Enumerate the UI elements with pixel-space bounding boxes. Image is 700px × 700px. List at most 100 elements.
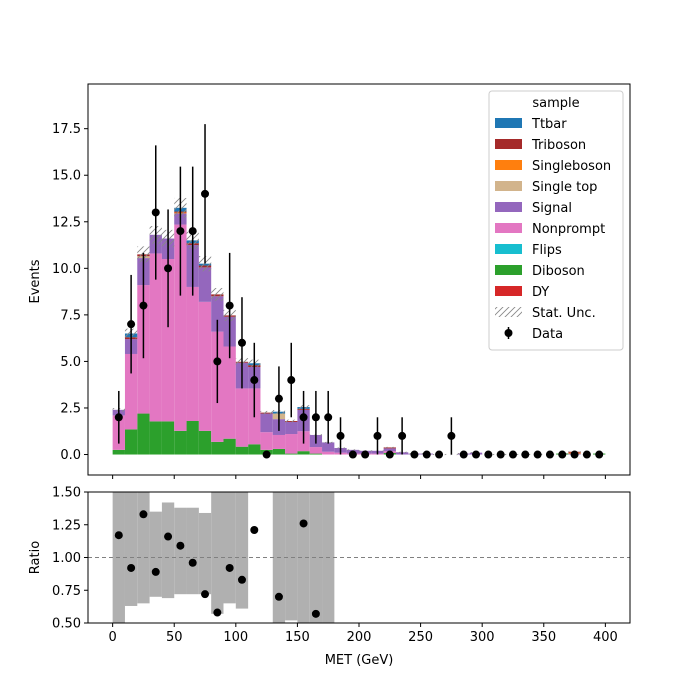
bar-diboson-bin-5 bbox=[174, 430, 187, 455]
legend-triboson-swatch bbox=[495, 139, 522, 149]
data-point-24 bbox=[410, 450, 419, 459]
main-ytick-label-6: 15.0 bbox=[52, 169, 81, 184]
bar-diboson-bin-10 bbox=[235, 446, 249, 455]
legend-ttbar-swatch bbox=[495, 118, 522, 128]
data-point-31 bbox=[496, 450, 505, 459]
data-point-34 bbox=[533, 450, 542, 459]
main-ytick-label-4: 10.0 bbox=[52, 262, 81, 277]
bar-diboson-bin-14 bbox=[285, 453, 298, 455]
ratio-point-9 bbox=[225, 563, 234, 572]
data-point-21 bbox=[373, 431, 382, 440]
stat-unc-bin-8 bbox=[211, 287, 224, 301]
bar-nonprompt-bin-16 bbox=[309, 447, 323, 454]
bar-diboson-bin-3 bbox=[149, 421, 162, 455]
data-point-30 bbox=[484, 450, 493, 459]
ratio-ytick-label-1: 0.75 bbox=[52, 584, 81, 599]
ratio-point-13 bbox=[299, 519, 308, 528]
bar-nonprompt-bin-6 bbox=[186, 286, 199, 422]
ratio-band-bin-2 bbox=[137, 492, 150, 604]
data-point-9 bbox=[225, 301, 234, 310]
ratio-xtick-label-1: 50 bbox=[166, 630, 183, 645]
legend-signal-swatch bbox=[495, 202, 522, 212]
legend-singleboson-swatch bbox=[495, 160, 522, 170]
legend-flips-label: Flips bbox=[532, 243, 562, 258]
legend-box bbox=[488, 90, 624, 351]
ratio-point-14 bbox=[311, 609, 320, 618]
legend-dy-swatch bbox=[495, 286, 522, 296]
ratio-point-12 bbox=[274, 592, 283, 601]
data-point-4 bbox=[164, 264, 173, 273]
ratio-band-bin-5 bbox=[174, 507, 187, 595]
stat-unc-bin-19 bbox=[346, 449, 359, 451]
bar-diboson-bin-9 bbox=[223, 438, 236, 455]
bar-diboson-bin-13 bbox=[272, 448, 286, 455]
data-point-3 bbox=[151, 208, 160, 217]
main-panel: 0.0 2.5 5.0 7.5 10.0 12.5 15.0 17.5 Events samp… bbox=[28, 83, 631, 479]
ratio-band-bin-10 bbox=[235, 492, 249, 609]
data-point-27 bbox=[447, 431, 456, 440]
stat-unc-bin-12 bbox=[260, 410, 273, 415]
legend-stat-unc-swatch bbox=[495, 307, 522, 317]
main-ytick-label-1: 2.5 bbox=[60, 401, 81, 416]
ratio-point-7 bbox=[201, 590, 210, 599]
ratio-y-ticks: 0.50 0.75 1.00 1.25 1.50 bbox=[52, 486, 88, 632]
legend-diboson-swatch bbox=[495, 265, 522, 275]
legend-ttbar-label: Ttbar bbox=[531, 117, 567, 132]
ratio-ytick-label-0: 0.50 bbox=[52, 617, 81, 632]
ratio-point-1 bbox=[127, 563, 136, 572]
data-point-38 bbox=[582, 450, 591, 459]
data-point-6 bbox=[188, 227, 197, 236]
ratio-x-ticks: 0 50 100 150 200 250 300 350 400 bbox=[108, 623, 618, 645]
ratio-point-0 bbox=[114, 531, 123, 540]
main-ytick-label-2: 5.0 bbox=[60, 355, 81, 370]
data-point-19 bbox=[348, 450, 357, 459]
bar-signal-bin-14 bbox=[285, 421, 298, 435]
ratio-band-bin-7 bbox=[198, 512, 212, 595]
data-point-36 bbox=[558, 450, 567, 459]
data-point-11 bbox=[250, 376, 259, 385]
legend-data-label: Data bbox=[532, 327, 563, 342]
bar-diboson-bin-15 bbox=[297, 451, 310, 455]
bar-nonprompt-bin-10 bbox=[235, 388, 249, 447]
ratio-band-bin-8 bbox=[211, 492, 224, 614]
data-point-1 bbox=[127, 320, 136, 329]
data-point-26 bbox=[435, 450, 444, 459]
data-point-8 bbox=[213, 357, 222, 366]
main-ytick-label-5: 12.5 bbox=[52, 215, 81, 230]
bar-signal-bin-22 bbox=[383, 448, 396, 452]
data-point-5 bbox=[176, 227, 185, 236]
data-point-35 bbox=[545, 450, 554, 459]
ratio-points bbox=[114, 510, 320, 618]
bar-diboson-bin-7 bbox=[198, 430, 212, 455]
bar-nonprompt-bin-7 bbox=[198, 301, 212, 431]
ratio-band-bin-12 bbox=[285, 492, 298, 621]
bar-diboson-bin-6 bbox=[186, 421, 199, 455]
bar-nonprompt-bin-17 bbox=[322, 451, 335, 455]
legend-stat-unc-label: Stat. Unc. bbox=[532, 306, 596, 321]
data-point-13 bbox=[274, 394, 283, 403]
main-x-ticks bbox=[112, 475, 606, 479]
legend-diboson-label: Diboson bbox=[532, 264, 585, 279]
data-point-2 bbox=[139, 301, 148, 310]
ratio-xtick-label-3: 150 bbox=[285, 630, 310, 645]
data-point-0 bbox=[114, 413, 123, 422]
ratio-point-3 bbox=[151, 567, 160, 576]
legend-single-top-label: Single top bbox=[532, 180, 597, 195]
data-point-10 bbox=[237, 338, 246, 347]
ratio-band-bin-1 bbox=[124, 492, 138, 606]
bar-nonprompt-bin-5 bbox=[174, 224, 187, 431]
data-point-33 bbox=[521, 450, 530, 459]
ratio-xtick-label-4: 200 bbox=[347, 630, 372, 645]
ratio-band-bin-3 bbox=[149, 511, 162, 597]
legend-nonprompt-label: Nonprompt bbox=[532, 222, 605, 237]
ratio-point-6 bbox=[188, 558, 197, 567]
data-point-14 bbox=[287, 376, 296, 385]
legend-data-marker bbox=[504, 329, 513, 337]
ratio-ytick-label-4: 1.50 bbox=[52, 486, 81, 501]
legend-title: sample bbox=[532, 96, 579, 111]
ratio-band-bin-9 bbox=[223, 492, 236, 604]
bar-nonprompt-bin-12 bbox=[260, 432, 273, 450]
stat-unc-bin-22 bbox=[383, 446, 396, 449]
data-points bbox=[114, 124, 604, 459]
